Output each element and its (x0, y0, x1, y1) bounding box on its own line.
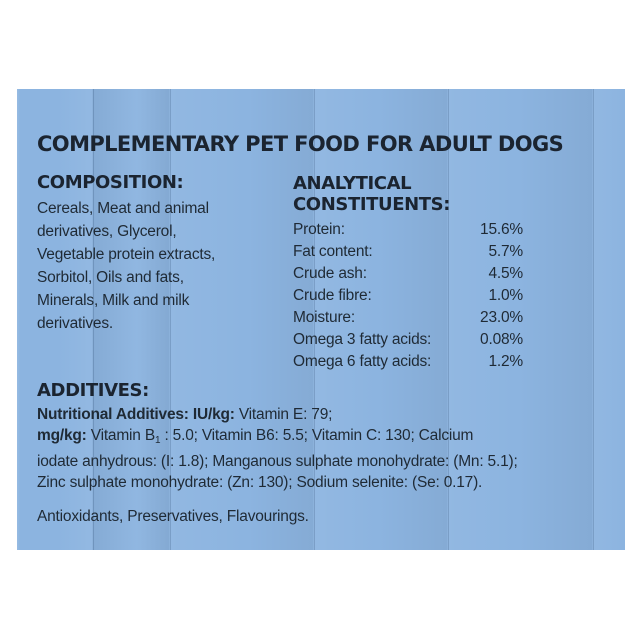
additives-line2-rest: : 5.0; Vitamin B6: 5.5; Vitamin C: 130; … (160, 427, 474, 444)
composition-line: Vegetable protein extracts, (37, 246, 216, 263)
product-headline: COMPLEMENTARY PET FOOD FOR ADULT DOGS (37, 132, 564, 156)
additives-extras: Antioxidants, Preservatives, Flavourings… (37, 508, 309, 525)
additives-line: mg/kg: Vitamin B1 : 5.0; Vitamin B6: 5.5… (37, 425, 617, 451)
constituent-name: Fat content: (293, 243, 373, 260)
constituent-value: 1.2% (488, 353, 523, 370)
wood-plank-seam (93, 89, 94, 550)
additives-line: Nutritional Additives: IU/kg: Vitamin E:… (37, 404, 617, 425)
constituent-value: 5.7% (488, 243, 523, 260)
vitamin-b-text: Vitamin B (86, 427, 155, 444)
additives-section: ADDITIVES: Nutritional Additives: IU/kg:… (37, 381, 617, 527)
composition-heading: COMPOSITION: (37, 172, 184, 193)
wood-plank-seam (448, 89, 449, 550)
constituent-row: Crude ash: 4.5% (293, 263, 523, 285)
additives-line: Zinc sulphate monohydrate: (Zn: 130); So… (37, 474, 483, 491)
analytical-constituents-section: ANALYTICAL CONSTITUENTS: Protein: 15.6% … (293, 173, 523, 373)
composition-line: Minerals, Milk and milk (37, 292, 190, 309)
vitamin-e-text: Vitamin E: 79; (234, 406, 333, 423)
constituents-table: Protein: 15.6% Fat content: 5.7% Crude a… (293, 219, 523, 373)
composition-line: derivatives, Glycerol, (37, 223, 177, 240)
constituent-row: Moisture: 23.0% (293, 307, 523, 329)
additives-line: iodate anhydrous: (I: 1.8); Manganous su… (37, 453, 518, 470)
analytical-heading: ANALYTICAL CONSTITUENTS: (293, 173, 523, 215)
constituent-name: Crude ash: (293, 265, 367, 282)
constituent-name: Moisture: (293, 309, 355, 326)
constituent-value: 1.0% (488, 287, 523, 304)
vitamin-b-subscript: 1 (154, 435, 161, 446)
constituent-row: Protein: 15.6% (293, 219, 523, 241)
composition-line: Cereals, Meat and animal (37, 200, 209, 217)
wood-plank-seam (314, 89, 315, 550)
composition-section: COMPOSITION: Cereals, Meat and animal de… (37, 173, 287, 335)
wood-plank-seam (170, 89, 171, 550)
constituent-value: 15.6% (480, 221, 523, 238)
constituent-value: 0.08% (480, 331, 523, 348)
constituent-value: 23.0% (480, 309, 523, 326)
constituent-row: Fat content: 5.7% (293, 241, 523, 263)
analytical-heading-line1: ANALYTICAL (293, 173, 412, 194)
composition-line: Sorbitol, Oils and fats, (37, 269, 184, 286)
additives-heading: ADDITIVES: (37, 380, 149, 401)
constituent-name: Omega 3 fatty acids: (293, 331, 432, 348)
label-panel: COMPLEMENTARY PET FOOD FOR ADULT DOGS CO… (17, 89, 625, 550)
constituent-row: Omega 3 fatty acids: 0.08% (293, 329, 523, 351)
analytical-heading-line2: CONSTITUENTS: (293, 194, 451, 215)
constituent-row: Crude fibre: 1.0% (293, 285, 523, 307)
additives-text: Nutritional Additives: IU/kg: Vitamin E:… (37, 404, 617, 493)
composition-line: derivatives. (37, 315, 113, 332)
nutritional-additives-label: Nutritional Additives: IU/kg: (37, 406, 235, 423)
constituent-value: 4.5% (488, 265, 523, 282)
constituent-name: Crude fibre: (293, 287, 372, 304)
composition-text: Cereals, Meat and animal derivatives, Gl… (37, 197, 287, 335)
constituent-name: Protein: (293, 221, 345, 238)
wood-plank-seam (593, 89, 594, 550)
constituent-row: Omega 6 fatty acids: 1.2% (293, 351, 523, 373)
mgkg-label: mg/kg: (37, 427, 87, 444)
constituent-name: Omega 6 fatty acids: (293, 353, 432, 370)
